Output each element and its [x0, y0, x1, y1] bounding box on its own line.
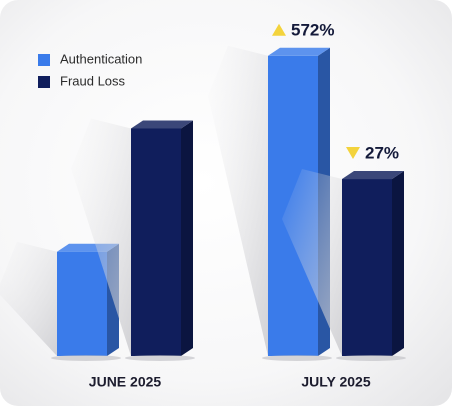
- annotation: 572%: [291, 20, 334, 39]
- bar-base-shadow: [51, 355, 121, 361]
- legend-swatch: [38, 76, 50, 88]
- annotation: 27%: [365, 144, 399, 163]
- bar-base-shadow: [125, 355, 195, 361]
- bar-shadow: [208, 45, 268, 357]
- annotation-marker: [346, 147, 360, 160]
- legend-swatch: [38, 54, 50, 66]
- bar-base-shadow: [262, 355, 332, 361]
- bar-top: [268, 47, 330, 56]
- bar-side: [392, 171, 404, 356]
- bar-side: [181, 120, 193, 356]
- x-tick-label: JULY 2025: [301, 374, 370, 390]
- bar-front: [57, 251, 107, 356]
- bar-front: [131, 128, 181, 356]
- bar-shadow: [282, 169, 342, 356]
- bar: [342, 171, 404, 356]
- legend-label: Fraud Loss: [60, 73, 126, 88]
- bar-shadow: [71, 118, 131, 356]
- annotation-marker: [272, 23, 286, 36]
- bar-base-shadow: [336, 355, 406, 361]
- x-tick-label: JUNE 2025: [89, 374, 162, 390]
- legend-label: Authentication: [60, 51, 142, 66]
- bar-top: [342, 171, 404, 180]
- bar-front: [342, 179, 392, 356]
- bar-top: [131, 120, 193, 129]
- bar: [131, 120, 193, 356]
- bar-shadow: [0, 241, 57, 356]
